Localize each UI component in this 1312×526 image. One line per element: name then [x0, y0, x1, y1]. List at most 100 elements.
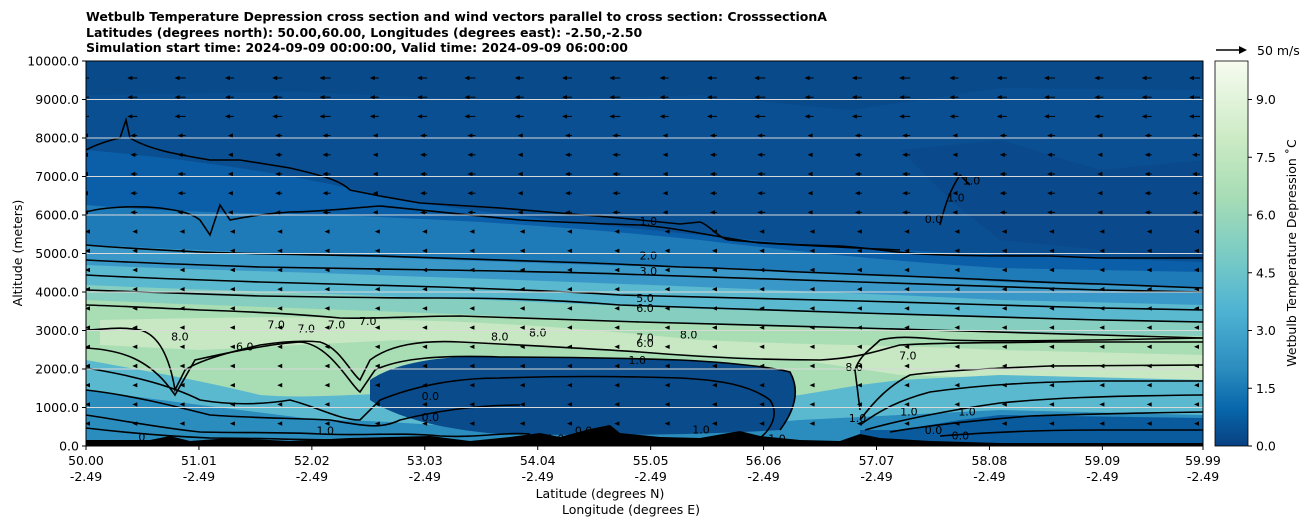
- wind-vector: [757, 171, 763, 177]
- title-line-1: Wetbulb Temperature Depression cross sec…: [86, 9, 827, 24]
- wind-vector: [754, 114, 760, 119]
- wind-vector: [179, 287, 185, 292]
- wind-vector: [1044, 75, 1050, 81]
- wind-vector: [420, 171, 426, 177]
- wind-vector: [804, 75, 810, 81]
- wind-vector: [514, 114, 520, 119]
- wind-vector: [517, 133, 523, 138]
- x-tick-label-lon: -2.49: [522, 469, 554, 484]
- wind-vector: [1047, 191, 1053, 196]
- wind-vector: [1049, 287, 1055, 292]
- contour-label: 0: [138, 431, 145, 444]
- wind-vector: [809, 421, 815, 426]
- wind-vector: [229, 248, 235, 253]
- wind-vector: [1194, 421, 1199, 426]
- wind-vector: [469, 344, 475, 349]
- contour-label: 0.0: [925, 213, 943, 226]
- wind-vector: [132, 229, 138, 234]
- x-tick-label-lat: 58.08: [972, 453, 1008, 468]
- wind-vector: [374, 421, 380, 426]
- wind-vector: [86, 344, 90, 349]
- wind-vector: [179, 325, 185, 330]
- wind-vector: [856, 306, 862, 311]
- wind-vector: [854, 152, 860, 157]
- wind-vector: [469, 363, 475, 369]
- wind-vector: [467, 210, 473, 215]
- x-tick-label-lat: 59.09: [1084, 453, 1120, 468]
- wind-vector: [1099, 229, 1105, 234]
- wind-vector: [759, 363, 765, 369]
- wind-vector: [469, 267, 475, 273]
- wind-vector: [996, 75, 1002, 81]
- contour-label: 5.0: [636, 292, 654, 305]
- wind-vector: [954, 363, 960, 369]
- wind-vector: [1194, 306, 1199, 311]
- wind-vector: [999, 210, 1005, 215]
- wind-vectors: [80, 75, 1200, 426]
- wind-vector: [422, 363, 428, 369]
- wind-vector: [664, 402, 670, 407]
- y-axis: 0.0 1000.0 2000.0 3000.0 4000.0 5000.0 6000.0 7…: [27, 54, 86, 454]
- wind-vector: [659, 95, 665, 100]
- wind-vector: [1141, 95, 1147, 100]
- wind-vector: [177, 210, 183, 215]
- y-tick-label: 0.0: [59, 439, 79, 454]
- wind-vector: [132, 402, 138, 407]
- wind-vector: [229, 421, 235, 426]
- wind-vector: [954, 344, 960, 349]
- wind-vector: [174, 95, 180, 100]
- contour-line-10: [86, 389, 521, 427]
- wind-vector: [565, 152, 571, 157]
- wind-vector: [422, 287, 428, 292]
- wind-vector: [80, 114, 85, 118]
- wind-vector: [1049, 383, 1055, 388]
- wind-vector: [132, 248, 138, 253]
- wind-vector: [1194, 363, 1199, 369]
- contour-label: 0.0: [952, 430, 970, 443]
- plot-area: 1.02.03.05.06.07.06.01.08.06.07.0 7.0 7.0 7…: [80, 61, 1203, 446]
- wind-vector: [809, 402, 815, 407]
- wind-vector: [757, 133, 763, 138]
- contour-label: 6.0: [236, 341, 254, 354]
- wind-vector: [614, 421, 620, 426]
- wind-vector: [374, 229, 380, 234]
- wind-vector: [854, 191, 860, 196]
- contour-label: 1.0: [628, 354, 646, 367]
- y-tick-label: 10000.0: [27, 54, 79, 69]
- title-line-2: Latitudes (degrees north): 50.00,60.00, …: [86, 24, 643, 40]
- wind-vector: [807, 152, 813, 157]
- wind-vector: [130, 171, 136, 177]
- wind-vector: [706, 114, 712, 119]
- wind-vector: [514, 95, 520, 100]
- wind-vector: [1099, 383, 1105, 388]
- wind-vector: [664, 325, 670, 330]
- wind-vector: [372, 191, 378, 196]
- wind-vector: [614, 287, 620, 292]
- wind-vector: [177, 152, 183, 157]
- wind-vector: [904, 383, 910, 388]
- wind-vector: [1192, 191, 1197, 196]
- wind-vector: [1144, 171, 1150, 177]
- wind-vector: [854, 171, 860, 177]
- terrain: [86, 425, 1203, 446]
- wind-vector: [469, 421, 475, 426]
- wind-vector: [519, 421, 525, 426]
- wind-vector: [954, 421, 960, 426]
- y-tick-label: 1000.0: [35, 400, 79, 415]
- x-tick-label-lat: 50.00: [68, 453, 104, 468]
- wind-vector: [422, 325, 428, 330]
- wind-vector: [86, 229, 90, 234]
- wind-vector: [319, 114, 325, 119]
- wind-vector: [664, 267, 670, 273]
- wind-vector: [519, 344, 525, 349]
- wind-vector: [374, 325, 380, 330]
- wind-vector: [1192, 171, 1197, 177]
- wind-vector: [1001, 287, 1007, 292]
- wind-vector: [567, 383, 573, 388]
- wind-vector: [952, 133, 958, 138]
- contour-label: 7.0: [328, 319, 346, 332]
- wind-vector: [1099, 287, 1105, 292]
- x-tick-label-lat: 56.06: [746, 453, 782, 468]
- wind-vector: [277, 306, 283, 311]
- wind-vector: [807, 191, 813, 196]
